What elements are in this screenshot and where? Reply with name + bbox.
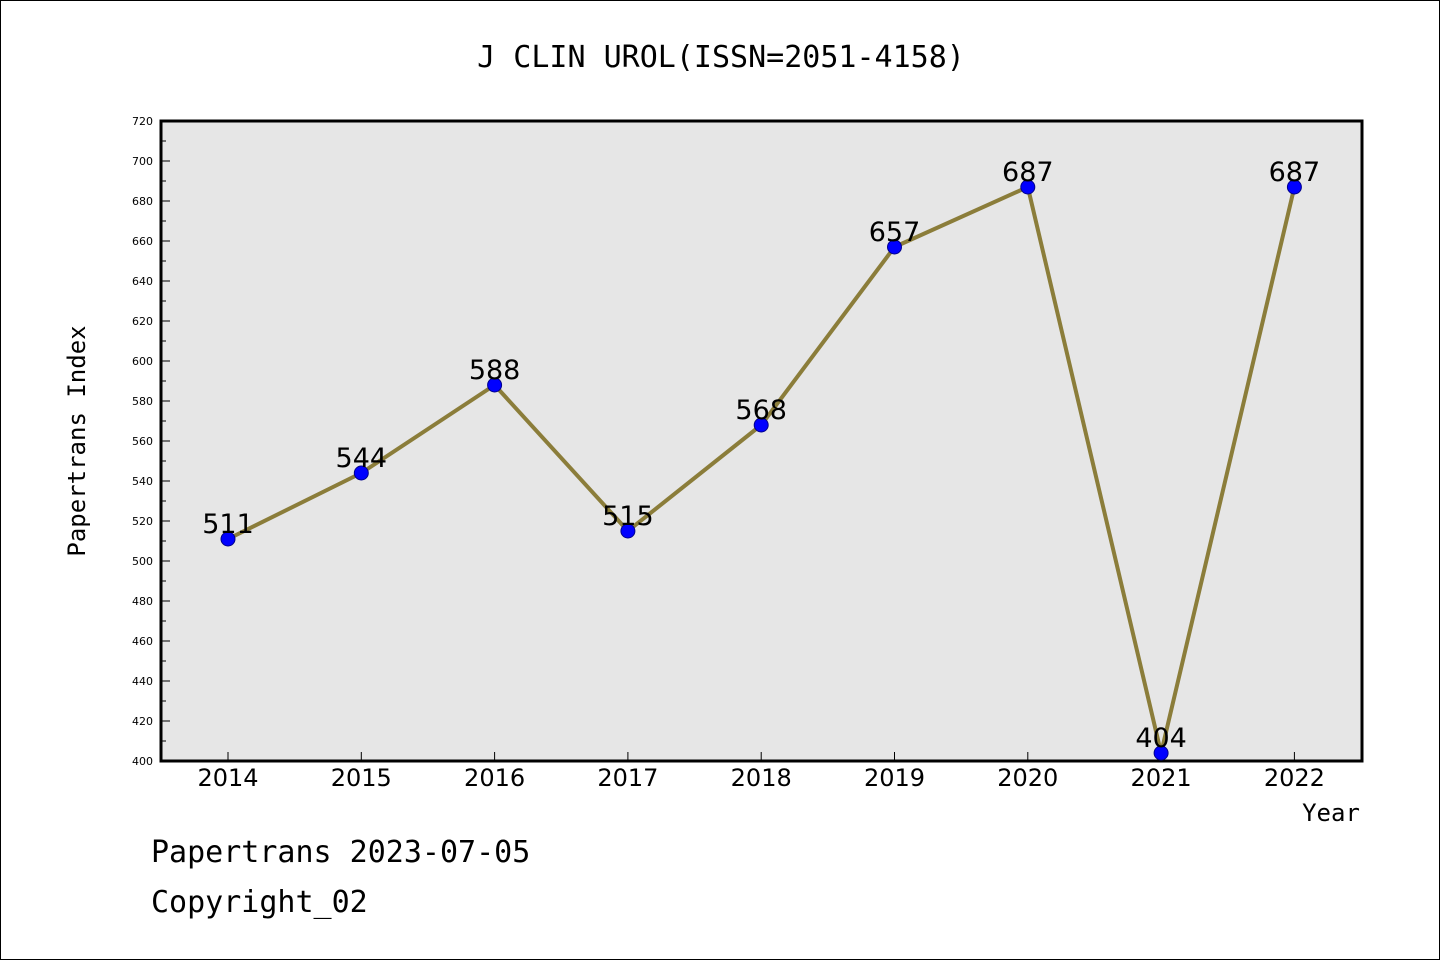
data-label: 515 <box>602 501 654 532</box>
y-tick-label: 620 <box>132 315 153 328</box>
y-tick-label: 540 <box>132 475 153 488</box>
plot-area <box>159 119 1364 763</box>
data-label: 568 <box>735 395 787 426</box>
x-tick-label: 2020 <box>997 764 1058 792</box>
data-point <box>487 377 503 393</box>
y-tick-label: 640 <box>132 275 153 288</box>
y-tick-label: 600 <box>132 355 153 368</box>
data-point <box>1153 745 1169 761</box>
y-tick-label: 400 <box>132 755 153 768</box>
chart-title: J CLIN UROL(ISSN=2051-4158) <box>477 40 965 75</box>
x-tick-label: 2019 <box>864 764 925 792</box>
series-layer <box>220 179 1302 761</box>
data-label: 687 <box>1002 157 1054 188</box>
x-tick-label: 2014 <box>197 764 258 792</box>
y-tick-label: 500 <box>132 555 153 568</box>
x-tick-label: 2017 <box>597 764 658 792</box>
data-point <box>887 239 902 255</box>
x-tick-label: 2015 <box>331 764 392 792</box>
y-tick-label: 520 <box>132 515 153 528</box>
y-axis: 400 420 440 460 480 500 520 540 560 580 600 620 640 6… <box>132 115 170 768</box>
x-tick-label: 2021 <box>1131 764 1192 792</box>
data-label: 404 <box>1135 723 1187 754</box>
footer-copyright: Copyright_02 <box>151 885 368 920</box>
data-label: 588 <box>469 355 521 386</box>
x-axis: 2014 2015 2016 2017 2018 2019 2020 2021 2022 <box>197 752 1325 792</box>
data-label: 544 <box>336 443 388 474</box>
y-axis-label: Papertrans Index <box>63 325 91 556</box>
y-tick-label: 440 <box>132 675 153 688</box>
y-tick-label: 560 <box>132 435 153 448</box>
data-labels: 511 544 588 515 568 657 687 404 687 <box>202 157 1320 754</box>
data-point <box>620 523 636 539</box>
x-axis-label: Year <box>1302 799 1360 827</box>
data-point <box>1020 179 1036 195</box>
data-label: 657 <box>869 217 921 248</box>
y-tick-label: 580 <box>132 395 153 408</box>
footer-date: Papertrans 2023-07-05 <box>151 835 531 870</box>
data-point <box>220 531 236 547</box>
data-point <box>1286 179 1302 195</box>
x-tick-label: 2018 <box>731 764 792 792</box>
y-tick-label: 660 <box>132 235 153 248</box>
y-tick-label: 460 <box>132 635 153 648</box>
data-label: 687 <box>1269 157 1321 188</box>
x-tick-label: 2022 <box>1264 764 1325 792</box>
data-label: 511 <box>202 509 254 540</box>
y-tick-label: 480 <box>132 595 153 608</box>
y-tick-label: 700 <box>132 155 153 168</box>
y-tick-label: 680 <box>132 195 153 208</box>
data-point <box>753 417 769 433</box>
y-tick-label: 420 <box>132 715 153 728</box>
x-tick-label: 2016 <box>464 764 525 792</box>
y-tick-label: 720 <box>132 115 153 128</box>
data-point <box>353 465 369 481</box>
